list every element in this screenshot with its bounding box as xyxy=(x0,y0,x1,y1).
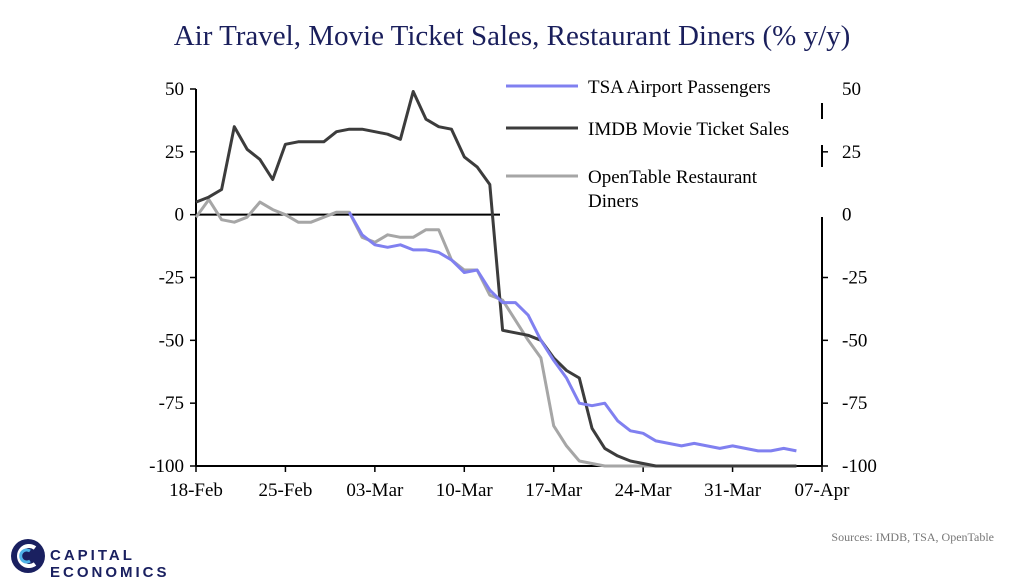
legend-label-opentable-restaurant-diners: Diners xyxy=(588,191,639,212)
legend: TSA Airport Passengers IMDB Movie Ticket … xyxy=(500,77,832,217)
right-tick-label: 25 xyxy=(842,142,861,163)
right-tick-label: -100 xyxy=(842,456,877,477)
x-tick-label: 31-Mar xyxy=(704,480,762,501)
source-note: Sources: IMDB, TSA, OpenTable xyxy=(831,530,994,544)
left-tick-label: -100 xyxy=(149,456,184,477)
chart-title: Air Travel, Movie Ticket Sales, Restaura… xyxy=(173,20,851,52)
left-tick-label: 50 xyxy=(165,79,184,100)
x-tick-label: 07-Apr xyxy=(795,480,851,501)
ce-logo-icon xyxy=(11,539,45,573)
x-axis: 18-Feb 25-Feb 03-Mar 10-Mar 17-Mar 24-Mar 31-M… xyxy=(169,465,851,501)
brand-name: CAPITAL ECONOMICS xyxy=(50,547,170,581)
x-tick-label: 03-Mar xyxy=(346,480,404,501)
left-tick-label: -75 xyxy=(159,393,184,414)
left-tick-label: 25 xyxy=(165,142,184,163)
right-tick-label: 0 xyxy=(842,205,852,226)
x-tick-label: 17-Mar xyxy=(525,480,583,501)
left-tick-label: 0 xyxy=(175,205,185,226)
legend-bg xyxy=(500,119,832,145)
right-tick-label: 50 xyxy=(842,79,861,100)
capital-economics-logo: CAPITAL ECONOMICS xyxy=(8,536,248,581)
x-tick-label: 25-Feb xyxy=(259,480,313,501)
series-layer xyxy=(194,90,797,468)
series-line-opentable-restaurant-diners xyxy=(194,198,797,468)
right-tick-label: -25 xyxy=(842,268,867,289)
left-y-axis: 50 25 0 -25 -50 -75 -100 xyxy=(149,79,197,477)
x-tick-label: 10-Mar xyxy=(436,480,494,501)
left-tick-label: -50 xyxy=(159,330,184,351)
legend-bg xyxy=(500,77,832,103)
series-line-tsa-airport-passengers xyxy=(347,211,797,453)
series-line-imdb-movie-ticket-sales xyxy=(195,90,797,468)
legend-label-opentable-restaurant-diners: OpenTable Restaurant xyxy=(588,167,758,188)
x-tick-label: 18-Feb xyxy=(169,480,223,501)
x-tick-label: 24-Mar xyxy=(615,480,673,501)
right-tick-label: -50 xyxy=(842,330,867,351)
legend-label-tsa-airport-passengers: TSA Airport Passengers xyxy=(588,77,771,98)
right-tick-label: -75 xyxy=(842,393,867,414)
legend-label-imdb-movie-ticket-sales: IMDB Movie Ticket Sales xyxy=(588,119,789,140)
left-tick-label: -25 xyxy=(159,268,184,289)
